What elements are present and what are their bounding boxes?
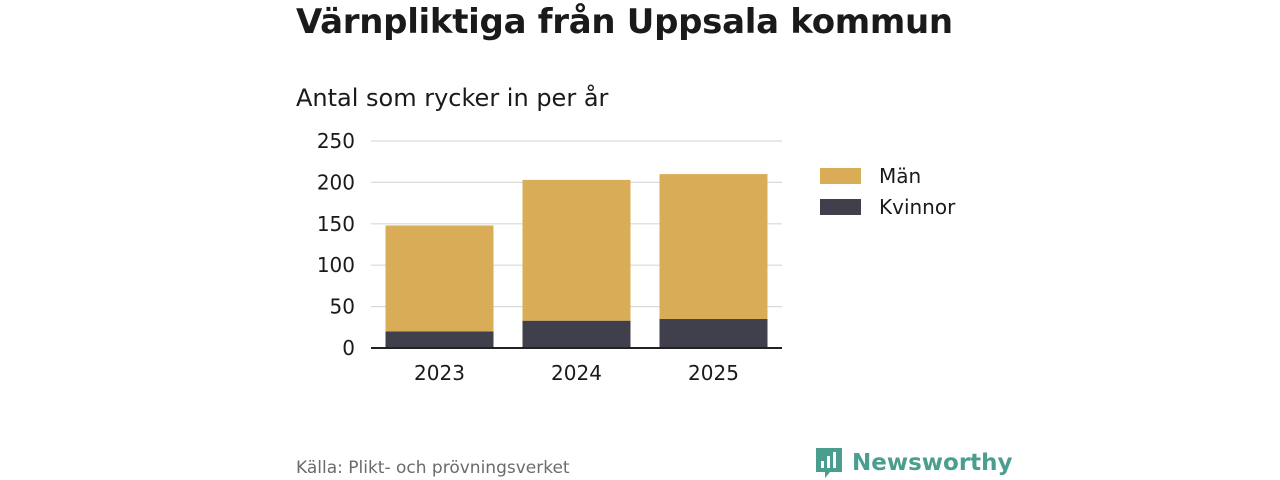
- source-note: Källa: Plikt- och prövningsverket: [296, 458, 570, 478]
- bar-women-2023: [385, 331, 494, 348]
- legend-swatch-men: [820, 167, 861, 184]
- y-tick-label: 250: [317, 129, 355, 153]
- legend-item-men: Män: [820, 160, 955, 191]
- legend-swatch-women: [820, 198, 861, 215]
- brand-logo[interactable]: Newsworthy: [814, 446, 1013, 480]
- chart-title: Värnpliktiga från Uppsala kommun: [296, 2, 953, 42]
- newsworthy-logo-icon: [816, 448, 842, 478]
- x-tick-label: 2024: [551, 361, 602, 385]
- legend-label-men: Män: [879, 163, 922, 188]
- y-tick-label: 150: [317, 212, 355, 236]
- bar-men-2025: [659, 174, 768, 320]
- x-tick-label: 2025: [688, 361, 739, 385]
- bar-women-2024: [522, 320, 631, 348]
- bar-men-2024: [522, 179, 631, 321]
- y-tick-label: 0: [342, 336, 355, 360]
- chart-subtitle: Antal som rycker in per år: [296, 84, 609, 112]
- bar-men-2023: [385, 225, 494, 332]
- legend: Män Kvinnor: [820, 160, 955, 222]
- y-tick-label: 100: [317, 253, 355, 277]
- x-tick-label: 2023: [414, 361, 465, 385]
- y-tick-label: 200: [317, 170, 355, 194]
- brand-name: Newsworthy: [852, 450, 1013, 476]
- y-tick-label: 50: [330, 295, 355, 319]
- legend-label-women: Kvinnor: [879, 194, 956, 219]
- legend-item-women: Kvinnor: [820, 191, 955, 222]
- bar-women-2025: [659, 319, 768, 348]
